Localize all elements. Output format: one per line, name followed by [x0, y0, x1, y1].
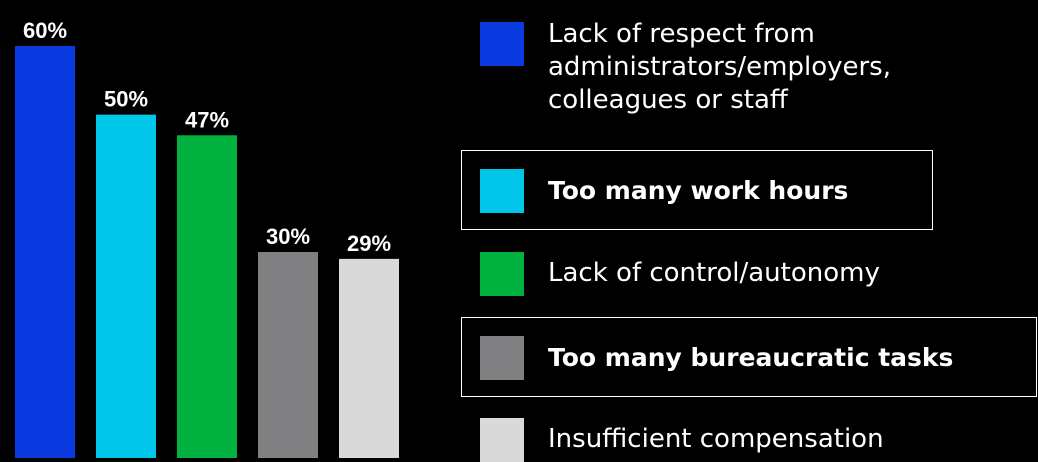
legend-label-compensation: Insufficient compensation: [548, 424, 884, 454]
bar-value-label-control: 47%: [185, 107, 229, 132]
legend-swatch-bureaucratic: [480, 336, 524, 380]
legend-item-compensation: Insufficient compensation: [480, 418, 884, 462]
legend-swatch-respect: [480, 22, 524, 66]
bar-value-label-work-hours: 50%: [104, 87, 148, 112]
bar-chart: 60% 50% 47% 30% 29%: [15, 18, 399, 458]
legend-label-work-hours: Too many work hours: [548, 176, 849, 205]
legend-item-control: Lack of control/autonomy: [480, 252, 880, 296]
bar-value-label-bureaucratic: 30%: [266, 224, 310, 249]
legend-highlight-box-bureaucratic: [461, 317, 1037, 397]
legend-swatch-control: [480, 252, 524, 296]
legend-item-work-hours: Too many work hours: [480, 169, 848, 213]
legend-swatch-compensation: [480, 418, 524, 462]
bar-bureaucratic: [258, 252, 318, 458]
bar-respect: [15, 46, 75, 458]
legend-label-control: Lack of control/autonomy: [548, 258, 880, 288]
legend-swatch-work-hours: [480, 169, 524, 213]
bar-compensation: [339, 258, 399, 458]
legend-label-respect: Lack of respect from administrators/empl…: [548, 19, 891, 115]
bar-value-label-respect: 60%: [23, 18, 67, 43]
legend-highlight-box-work-hours: [461, 150, 933, 230]
legend-item-respect: Lack of respect from administrators/empl…: [480, 19, 891, 117]
bar-value-label-compensation: 29%: [347, 231, 391, 256]
legend-label-bureaucratic: Too many bureaucratic tasks: [548, 343, 954, 372]
legend-item-bureaucratic: Too many bureaucratic tasks: [480, 336, 953, 380]
bar-control: [177, 135, 237, 458]
bar-work-hours: [96, 114, 156, 458]
